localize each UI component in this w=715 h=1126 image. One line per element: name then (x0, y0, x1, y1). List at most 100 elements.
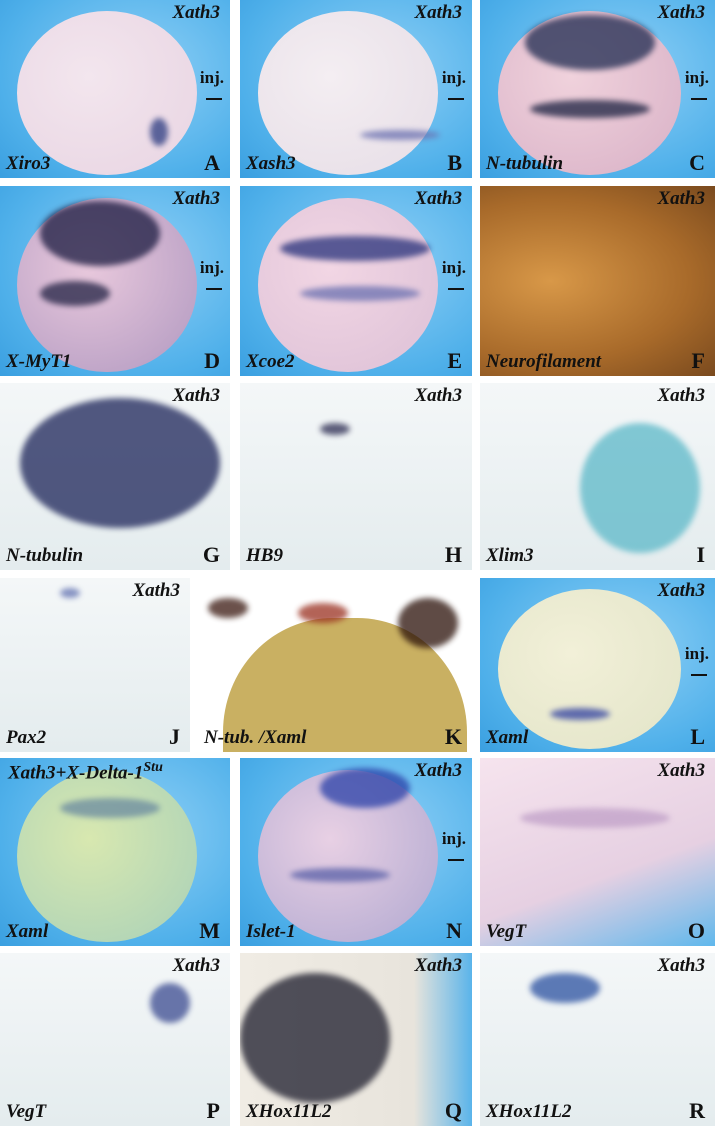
panel-m: Xath3+X-Delta-1Stu Xaml M (0, 758, 230, 946)
injection-side-label: inj. (200, 258, 224, 290)
panel-p: Xath3 VegT P (0, 953, 230, 1126)
injection-side-label: inj. (442, 68, 466, 100)
stain-mark (298, 603, 348, 623)
stain-mark (290, 868, 390, 882)
probe-label-bottom: HB9 (246, 545, 283, 566)
embryo-image (17, 769, 197, 943)
probe-label-top: Xath3 (657, 385, 705, 406)
injection-side-label: inj. (442, 258, 466, 290)
panel-i: Xath3 Xlim3 I (480, 383, 715, 570)
panel-q: Xath3 XHox11L2 Q (240, 953, 472, 1126)
probe-label-bottom: Pax2 (6, 727, 47, 748)
probe-label-bottom: N-tubulin (486, 153, 564, 174)
injection-side-label: inj. (200, 68, 224, 100)
probe-label-bottom: Islet-1 (246, 921, 296, 942)
stain-mark (208, 598, 248, 618)
probe-label-bottom: N-tub. /Xaml (204, 727, 307, 748)
probe-label-top: Xath3 (414, 760, 462, 781)
embryo-image (257, 11, 439, 175)
panel-letter: L (690, 724, 705, 749)
embryo-image (17, 11, 197, 175)
stain-mark (320, 423, 350, 435)
panel-letter: D (204, 348, 220, 373)
panel-letter: N (446, 918, 462, 943)
panel-letter: P (206, 1098, 220, 1123)
probe-label-top: Xath3 (657, 760, 705, 781)
probe-label-bottom: Xaml (6, 921, 49, 942)
probe-label-top: Xath3 (172, 385, 220, 406)
stain-mark (40, 281, 110, 306)
probe-label-top: Xath3 (172, 188, 220, 209)
probe-label-bottom: X-MyT1 (6, 351, 72, 372)
probe-label-top: Xath3 (657, 580, 705, 601)
probe-label-bottom: N-tubulin (6, 545, 84, 566)
probe-label-bottom: Xiro3 (6, 153, 51, 174)
panel-letter: H (444, 542, 462, 567)
probe-label-top: Xath3 (172, 2, 220, 23)
panel-j: Xath3 Pax2 J (0, 578, 190, 752)
panel-k: N-tub. /Xaml K (198, 578, 472, 752)
probe-label-bottom: VegT (486, 921, 527, 942)
stain-mark (280, 236, 430, 261)
probe-label-top: Xath3 (132, 580, 180, 601)
panel-f: Xath3 Neurofilament F (480, 186, 715, 376)
injection-side-label: inj. (442, 829, 466, 861)
probe-label-bottom: Neurofilament (486, 351, 602, 372)
probe-label-top: Xath3 (414, 955, 462, 976)
injection-side-label: inj. (685, 644, 709, 676)
probe-label-top: Xath3 (172, 955, 220, 976)
probe-label-bottom: Xcoe2 (246, 351, 295, 372)
probe-label-bottom: Xlim3 (486, 545, 534, 566)
panel-h: Xath3 HB9 H (240, 383, 472, 570)
probe-label-bottom: XHox11L2 (246, 1101, 332, 1122)
probe-label-top: Xath3 (414, 188, 462, 209)
probe-label-bottom: Xaml (486, 727, 529, 748)
panel-letter: J (169, 724, 180, 749)
stain-mark (398, 598, 458, 648)
panel-letter: G (202, 542, 220, 567)
stain-mark (60, 798, 160, 818)
panel-r: Xath3 XHox11L2 R (480, 953, 715, 1126)
panel-letter: O (687, 918, 705, 943)
stain-mark (530, 100, 650, 118)
stain-mark (150, 983, 190, 1023)
panel-letter: I (696, 542, 705, 567)
probe-label-bottom: Xash3 (246, 153, 296, 174)
stain-mark (150, 118, 168, 146)
panel-g: Xath3 N-tubulin G (0, 383, 230, 570)
superscript: Stu (143, 760, 163, 775)
embryo-image (497, 588, 682, 750)
stain-mark (300, 286, 420, 301)
panel-letter: M (199, 918, 220, 943)
stain-mark (360, 130, 440, 140)
injection-side-label: inj. (685, 68, 709, 100)
probe-label-top: Xath3 (657, 2, 705, 23)
probe-label-top: Xath3 (414, 385, 462, 406)
panel-letter: R (689, 1098, 705, 1123)
panel-letter: Q (444, 1098, 462, 1123)
stain-mark (320, 768, 410, 808)
probe-label-top: Xath3 (657, 188, 705, 209)
stain-mark (525, 15, 655, 70)
probe-label-bottom: VegT (6, 1101, 47, 1122)
stain-mark (60, 588, 80, 598)
panel-letter: B (447, 150, 462, 175)
panel-letter: K (444, 724, 462, 749)
panel-letter: F (691, 348, 705, 373)
probe-label-top: Xath3 (414, 2, 462, 23)
panel-o: Xath3 VegT O (480, 758, 715, 946)
panel-letter: C (689, 150, 705, 175)
stain-mark (520, 808, 670, 828)
panel-letter: E (447, 348, 462, 373)
stain-mark (20, 398, 220, 528)
probe-label-bottom: XHox11L2 (486, 1101, 572, 1122)
stain-mark (530, 973, 600, 1003)
panel-letter: A (204, 150, 220, 175)
